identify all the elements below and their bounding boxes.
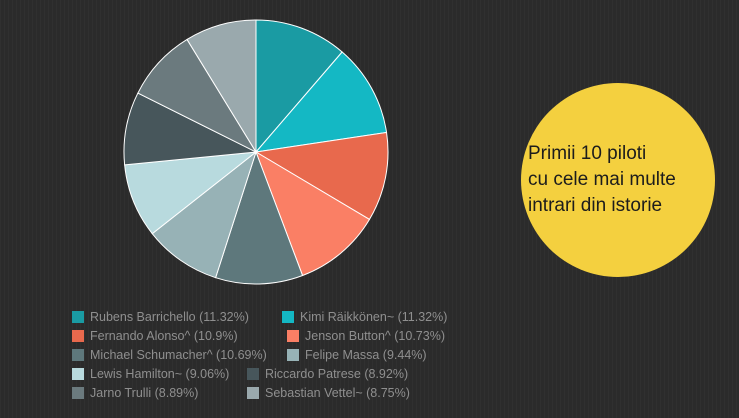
- chart-title: Primii 10 piloti cu cele mai multe intra…: [528, 143, 676, 216]
- legend-swatch: [72, 311, 84, 323]
- legend-swatch: [287, 330, 299, 342]
- legend-item: Jarno Trulli (8.89%): [72, 386, 198, 400]
- pie-slice-3: [255, 150, 371, 277]
- legend-item: Rubens Barrichello (11.32%): [72, 310, 249, 324]
- legend-label: Jenson Button^ (10.73%): [305, 329, 445, 343]
- legend-swatch: [282, 311, 294, 323]
- pie-slice-1: [254, 51, 388, 153]
- legend-swatch: [247, 368, 259, 380]
- legend-label: Michael Schumacher^ (10.69%): [90, 348, 267, 362]
- legend-label: Fernando Alonso^ (10.9%): [90, 329, 238, 343]
- legend-label: Lewis Hamilton~ (9.06%): [90, 367, 230, 381]
- legend-swatch: [72, 368, 84, 380]
- legend-item: Kimi Räikkönen~ (11.32%): [282, 310, 447, 324]
- pie-slice-2: [254, 131, 389, 221]
- legend-item: Lewis Hamilton~ (9.06%): [72, 367, 229, 381]
- pie-slice-4: [214, 150, 304, 285]
- legend-swatch: [72, 387, 84, 399]
- legend-item: Sebastian Vettel~ (8.75%): [247, 386, 410, 400]
- legend-label: Riccardo Patrese (8.92%): [265, 367, 409, 381]
- pie-slice-0: [255, 19, 343, 154]
- legend-label: Rubens Barrichello (11.32%): [90, 310, 249, 324]
- pie-slice-5: [151, 150, 257, 279]
- legend-item: Fernando Alonso^ (10.9%): [72, 329, 238, 343]
- legend-swatch: [247, 387, 259, 399]
- title-circle: Primii 10 piloti cu cele mai multe intra…: [521, 83, 715, 277]
- pie-slice-9: [186, 19, 257, 154]
- legend-label: Sebastian Vettel~ (8.75%): [265, 386, 410, 400]
- legend-swatch: [72, 330, 84, 342]
- legend-item: Michael Schumacher^ (10.69%): [72, 348, 267, 362]
- legend-item: Jenson Button^ (10.73%): [287, 329, 445, 343]
- legend-swatch: [287, 349, 299, 361]
- legend-item: Felipe Massa (9.44%): [287, 348, 427, 362]
- legend-label: Kimi Räikkönen~ (11.32%): [300, 310, 448, 324]
- legend-label: Felipe Massa (9.44%): [305, 348, 427, 362]
- legend-swatch: [72, 349, 84, 361]
- legend-label: Jarno Trulli (8.89%): [90, 386, 199, 400]
- legend-item: Riccardo Patrese (8.92%): [247, 367, 408, 381]
